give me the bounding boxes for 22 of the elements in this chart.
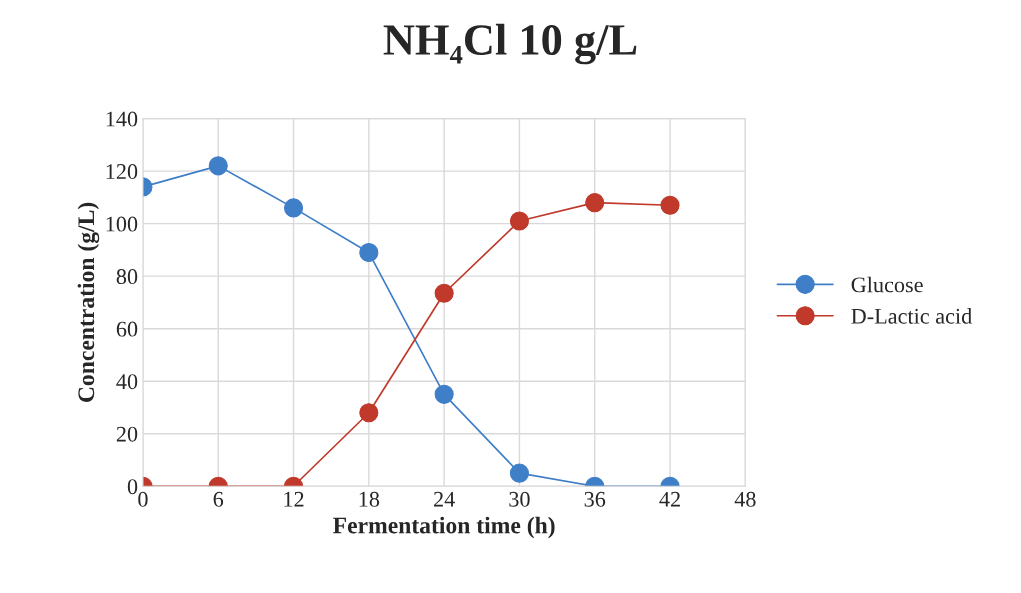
- x-tick-label: 24: [434, 491, 455, 507]
- y-tick-label: 0: [127, 479, 138, 495]
- x-tick-label: 42: [659, 491, 680, 507]
- x-axis-title: Fermentation time (h): [333, 516, 555, 539]
- x-tick-label: 12: [284, 491, 304, 507]
- x-tick-label: 6: [213, 491, 224, 507]
- y-tick-label: 40: [116, 374, 138, 390]
- legend-label: D-Lactic acid: [851, 308, 972, 324]
- y-tick-label: 80: [116, 269, 138, 285]
- y-tick-label: 60: [116, 321, 138, 337]
- x-tick-label: 18: [359, 491, 380, 507]
- x-tick-label: 36: [584, 491, 606, 507]
- legend-label: Glucose: [851, 276, 923, 293]
- y-tick-label: 120: [106, 164, 138, 180]
- x-tick-label: 0: [138, 491, 148, 507]
- y-axis-title: Concentration (g/L): [77, 202, 100, 402]
- x-tick-label: 30: [509, 491, 530, 507]
- y-tick-label: 100: [106, 216, 138, 232]
- x-tick-label: 48: [734, 491, 756, 507]
- y-tick-label: 140: [106, 111, 138, 127]
- chart-title: NH₄Cl 10 g/L: [383, 23, 637, 65]
- y-tick-label: 20: [116, 426, 138, 442]
